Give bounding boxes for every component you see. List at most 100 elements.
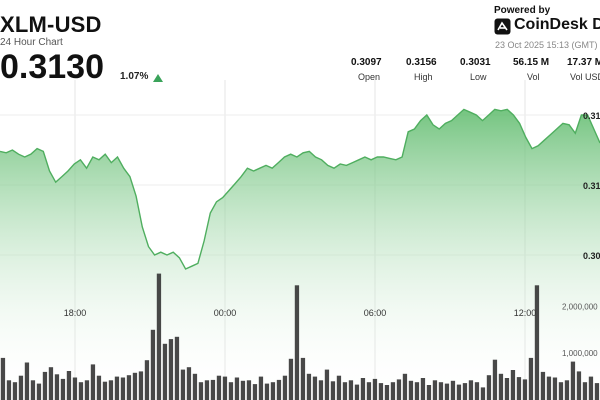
volume-bar	[414, 382, 420, 400]
stat-volusd-label: Vol USD	[570, 72, 600, 82]
timestamp: 23 Oct 2025 15:13 (GMT)	[495, 40, 598, 50]
volume-bar	[336, 375, 342, 400]
volume-bar	[114, 376, 120, 400]
volume-bar	[18, 375, 24, 400]
volume-bar	[216, 375, 222, 400]
volume-bar	[60, 378, 66, 400]
volume-bar	[522, 379, 528, 400]
price-tick-label: 0.31	[583, 181, 600, 191]
volume-bar	[546, 376, 552, 400]
volume-bar	[510, 370, 516, 400]
volume-bar	[48, 367, 54, 400]
volume-bar	[594, 383, 600, 400]
volume-bar	[378, 383, 384, 400]
volume-bar	[144, 360, 150, 400]
volume-bar	[126, 375, 132, 400]
volume-bar	[102, 381, 108, 400]
volume-bar	[456, 384, 462, 400]
stat-low-value: 0.3031	[460, 57, 491, 68]
volume-bar	[348, 380, 354, 400]
volume-bar	[138, 371, 144, 400]
volume-bar	[174, 336, 180, 400]
volume-bar	[486, 375, 492, 400]
volume-bar	[222, 376, 228, 400]
volume-bar	[246, 380, 252, 400]
volume-bar	[426, 385, 432, 400]
stat-open-label: Open	[358, 72, 381, 82]
volume-bar	[330, 381, 336, 400]
volume-bar	[366, 382, 372, 400]
x-tick-label: 12:00	[514, 308, 537, 318]
volume-bar	[198, 382, 204, 400]
volume-bar	[558, 382, 564, 400]
volume-bar	[204, 380, 210, 400]
volume-bar	[312, 376, 318, 400]
volume-bar	[576, 371, 582, 400]
volume-bar	[282, 375, 288, 400]
brand-name[interactable]: CoinDesk Data	[514, 16, 600, 33]
volume-bar	[168, 339, 174, 400]
volume-bar	[180, 369, 186, 400]
volume-bar	[156, 273, 162, 400]
volume-bar	[318, 380, 324, 400]
volume-bar	[192, 373, 198, 400]
volume-bar	[42, 371, 48, 400]
volume-bar	[72, 377, 78, 400]
volume-bar	[438, 382, 444, 400]
volume-bar	[84, 380, 90, 400]
stat-volusd-value: 17.37 M	[567, 57, 600, 68]
volume-bar	[288, 358, 294, 400]
volume-bar	[270, 382, 276, 400]
volume-tick-label: 2,000,000	[562, 302, 598, 311]
volume-bar	[564, 380, 570, 400]
x-tick-label: 06:00	[364, 308, 387, 318]
volume-bar	[384, 385, 390, 400]
volume-bar	[420, 378, 426, 400]
volume-bar	[408, 380, 414, 400]
volume-bar	[90, 364, 96, 400]
volume-bar	[354, 384, 360, 400]
volume-bar	[54, 374, 60, 400]
volume-bar	[264, 383, 270, 400]
volume-bar	[300, 357, 306, 400]
volume-bar	[462, 383, 468, 400]
stat-vol-value: 56.15 M	[513, 57, 550, 68]
coindesk-logo-icon	[494, 18, 511, 35]
volume-bar	[588, 376, 594, 400]
stat-vol-label: Vol	[527, 72, 540, 82]
volume-bar	[396, 379, 402, 400]
volume-bar	[210, 379, 216, 400]
volume-bar	[492, 359, 498, 400]
volume-bar	[306, 373, 312, 400]
volume-bar	[570, 361, 576, 400]
volume-bar	[132, 372, 138, 400]
volume-bar	[450, 380, 456, 400]
volume-bar	[186, 367, 192, 400]
volume-bar	[468, 380, 474, 400]
volume-bar	[66, 371, 72, 400]
volume-bar	[504, 378, 510, 400]
volume-bar	[498, 373, 504, 400]
volume-bar	[96, 375, 102, 400]
x-tick-label: 18:00	[64, 308, 87, 318]
volume-bar	[516, 377, 522, 400]
volume-bar	[390, 382, 396, 400]
volume-bar	[276, 379, 282, 400]
volume-bar	[24, 362, 30, 400]
volume-bar	[294, 285, 300, 400]
stat-high-label: High	[414, 72, 433, 82]
volume-bar	[540, 371, 546, 400]
stat-low-label: Low	[470, 72, 487, 82]
chart-subtitle: 24 Hour Chart	[0, 37, 63, 48]
x-tick-label: 00:00	[214, 308, 237, 318]
stat-open-value: 0.3097	[351, 57, 382, 68]
volume-bar	[402, 373, 408, 400]
volume-bar	[474, 382, 480, 400]
volume-bar	[108, 380, 114, 400]
volume-bar	[252, 384, 258, 400]
powered-by-label: Powered by	[494, 5, 551, 16]
volume-bar	[30, 380, 36, 400]
volume-bar	[534, 285, 540, 400]
volume-bar	[582, 382, 588, 400]
